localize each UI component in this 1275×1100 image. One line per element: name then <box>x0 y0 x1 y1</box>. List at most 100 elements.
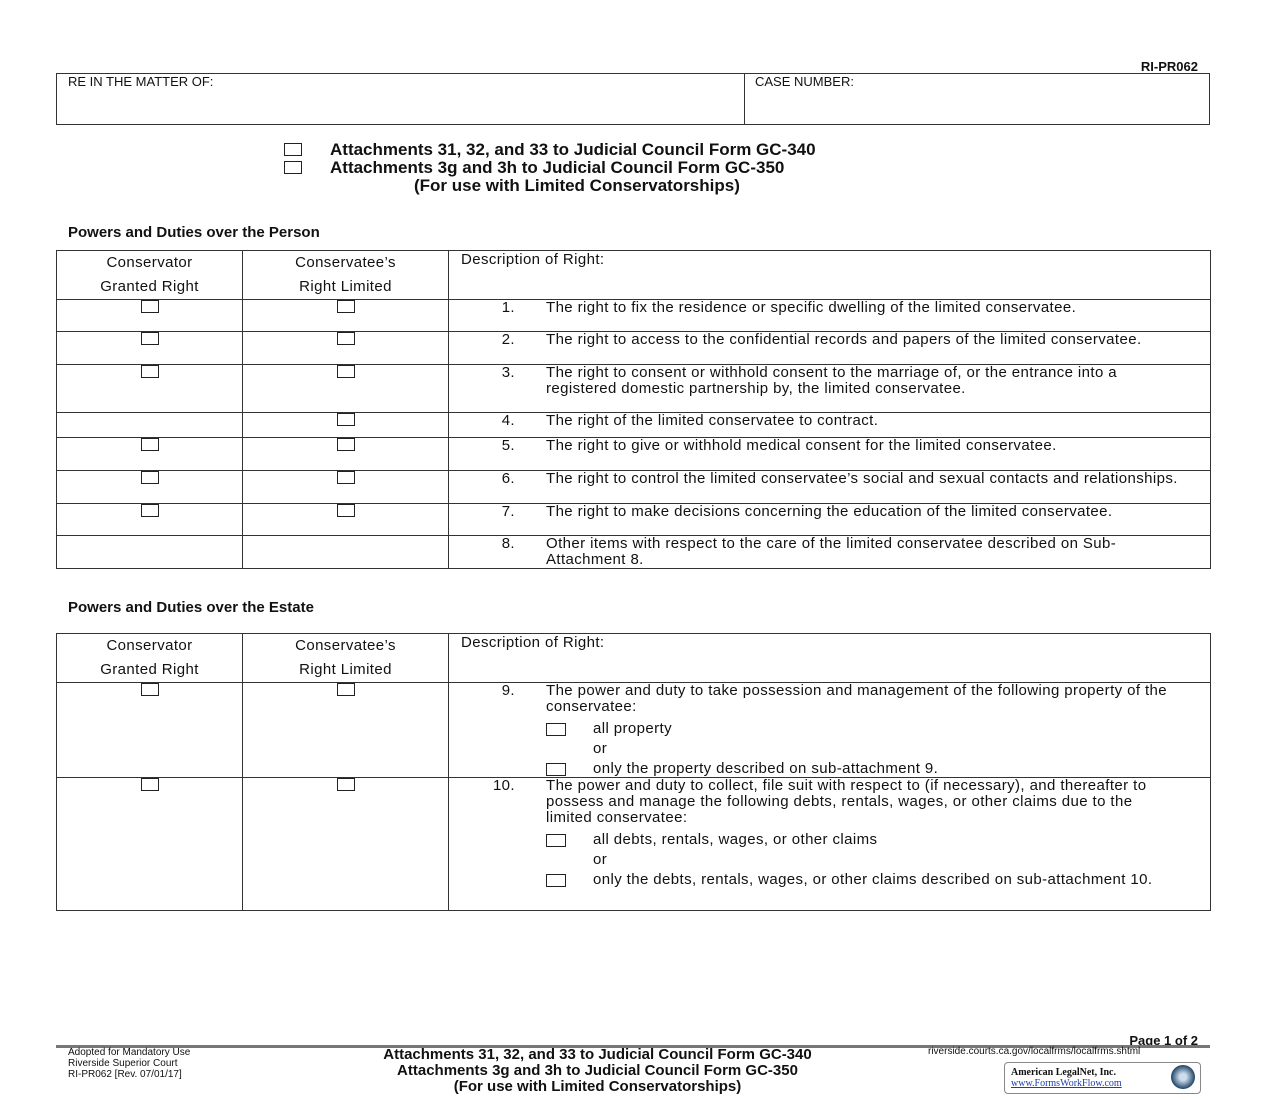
table-header-row: Conservator Granted Right Conservatee’s Rig… <box>56 250 1211 300</box>
checkbox-cell <box>56 331 243 365</box>
person-table: Conservator Granted Right Conservatee’s Rig… <box>56 250 1211 569</box>
conservator-granted-checkbox[interactable] <box>140 365 159 378</box>
checkbox-cell <box>56 437 243 471</box>
footer-title-3: (For use with Limited Conservatorships) <box>453 1078 742 1095</box>
conservatee-limited-checkbox[interactable] <box>336 365 355 378</box>
footer-url[interactable]: riverside.courts.ca.gov/localfrms/localf… <box>928 1046 1141 1057</box>
conservatee-column-header: Conservatee’s Right Limited <box>242 250 449 300</box>
case-header-box: RE IN THE MATTER OF: CASE NUMBER: <box>56 73 1210 125</box>
option-described-checkbox[interactable] <box>546 874 566 887</box>
col-label: Granted Right <box>100 661 199 678</box>
item-number: 10. <box>492 777 515 794</box>
description-cell: 1. The right to fix the residence or spec… <box>448 299 1211 332</box>
or-label: or <box>593 740 608 757</box>
option-all: all debts, rentals, wages, or other clai… <box>546 832 1210 848</box>
page-number: Page 1 of 2 <box>1129 1033 1198 1048</box>
title-line-2: Attachments 3g and 3h to Judicial Counci… <box>330 158 785 177</box>
conservator-granted-checkbox[interactable] <box>140 300 159 313</box>
right-description: 8. Other items with respect to the care o… <box>449 536 1210 568</box>
logo-url[interactable]: www.FormsWorkFlow.com <box>1011 1078 1122 1089</box>
option-label: all debts, rentals, wages, or other clai… <box>593 831 878 848</box>
american-legalnet-logo[interactable]: American LegalNet, Inc. www.FormsWorkFlo… <box>1004 1062 1201 1094</box>
conservator-granted-checkbox[interactable] <box>140 778 159 791</box>
conservatee-limited-checkbox[interactable] <box>336 471 355 484</box>
right-description: 3. The right to consent or withhold conse… <box>449 365 1210 397</box>
title-line-1: Attachments 31, 32, and 33 to Judicial C… <box>330 140 816 159</box>
item-text: The right to consent or withhold consent… <box>546 364 1118 397</box>
estate-heading: Powers and Duties over the Estate <box>68 599 314 616</box>
right-description: 5. The right to give or withhold medical … <box>449 438 1210 454</box>
checkbox-cell <box>242 535 449 569</box>
conservator-granted-checkbox[interactable] <box>140 332 159 345</box>
table-row: 10. The power and duty to collect, file s… <box>56 777 1211 911</box>
conservatee-limited-checkbox[interactable] <box>336 300 355 313</box>
item-number: 4. <box>501 412 515 429</box>
gc350-checkbox[interactable] <box>284 161 302 174</box>
option-label: all property <box>593 720 673 737</box>
item-text: The right of the limited conservatee to … <box>546 412 879 429</box>
footer-court: Riverside Superior Court <box>68 1058 178 1069</box>
item-text: The right to control the limited conserv… <box>546 470 1178 487</box>
description-cell: 9. The power and duty to take possession … <box>448 682 1211 778</box>
conservator-granted-checkbox[interactable] <box>140 504 159 517</box>
table-row: 7. The right to make decisions concerning… <box>56 503 1211 536</box>
option-all-checkbox[interactable] <box>546 723 566 736</box>
form-title: Attachments 31, 32, and 33 to Judicial C… <box>0 141 1275 195</box>
item-number: 9. <box>501 682 515 699</box>
option-label: only the property described on sub-attac… <box>593 760 939 777</box>
conservatee-limited-checkbox[interactable] <box>336 778 355 791</box>
conservatee-limited-checkbox[interactable] <box>336 413 355 426</box>
footer-adopted: Adopted for Mandatory Use <box>68 1047 191 1058</box>
checkbox-cell <box>56 777 243 911</box>
checkbox-cell <box>56 682 243 778</box>
conservator-granted-checkbox[interactable] <box>140 438 159 451</box>
right-description: 2. The right to access to the confidentia… <box>449 332 1210 348</box>
right-description: 1. The right to fix the residence or spec… <box>449 300 1210 316</box>
estate-table: Conservator Granted Right Conservatee’s Rig… <box>56 633 1211 911</box>
checkbox-cell <box>56 364 243 413</box>
table-row: 4. The right of the limited conservatee t… <box>56 412 1211 438</box>
checkbox-cell <box>56 535 243 569</box>
conservator-granted-checkbox[interactable] <box>140 471 159 484</box>
table-row: 1. The right to fix the residence or spec… <box>56 299 1211 332</box>
item-number: 6. <box>501 470 515 487</box>
col-label: Conservator <box>106 637 193 654</box>
description-cell: 2. The right to access to the confidentia… <box>448 331 1211 365</box>
or-text: or <box>546 741 1210 757</box>
col-label: Right Limited <box>299 278 392 295</box>
col-label: Conservatee’s <box>295 254 396 271</box>
checkbox-cell <box>242 777 449 911</box>
checkbox-cell <box>56 470 243 504</box>
right-description: 10. The power and duty to collect, file s… <box>449 778 1210 888</box>
person-heading: Powers and Duties over the Person <box>68 224 320 241</box>
conservator-granted-checkbox[interactable] <box>140 683 159 696</box>
table-row: 5. The right to give or withhold medical … <box>56 437 1211 471</box>
description-column-header: Description of Right: <box>448 250 1211 300</box>
conservatee-limited-checkbox[interactable] <box>336 438 355 451</box>
footer-title-2: Attachments 3g and 3h to Judicial Counci… <box>397 1062 798 1079</box>
description-cell: 4. The right of the limited conservatee t… <box>448 412 1211 438</box>
checkbox-cell <box>56 503 243 536</box>
conservatee-limited-checkbox[interactable] <box>336 683 355 696</box>
option-all: all property <box>546 721 1210 737</box>
item-text: The right to fix the residence or specif… <box>546 299 1077 316</box>
gc340-checkbox[interactable] <box>284 143 302 156</box>
table-row: 6. The right to control the limited conse… <box>56 470 1211 504</box>
conservatee-limited-checkbox[interactable] <box>336 504 355 517</box>
description-cell: 6. The right to control the limited conse… <box>448 470 1211 504</box>
conservatee-column-header: Conservatee’s Right Limited <box>242 633 449 683</box>
option-described: only the property described on sub-attac… <box>546 761 1210 777</box>
right-description: 6. The right to control the limited conse… <box>449 471 1210 487</box>
logo-name: American LegalNet, Inc. <box>1011 1067 1116 1078</box>
item-text: Other items with respect to the care of … <box>546 535 1117 568</box>
option-all-checkbox[interactable] <box>546 834 566 847</box>
description-cell: 7. The right to make decisions concerning… <box>448 503 1211 536</box>
checkbox-cell <box>242 364 449 413</box>
footer-title-1: Attachments 31, 32, and 33 to Judicial C… <box>383 1046 812 1063</box>
conservatee-limited-checkbox[interactable] <box>336 332 355 345</box>
item-text: The right to make decisions concerning t… <box>546 503 1113 520</box>
option-described-checkbox[interactable] <box>546 763 566 776</box>
col-label: Conservator <box>106 254 193 271</box>
col-label: Granted Right <box>100 278 199 295</box>
